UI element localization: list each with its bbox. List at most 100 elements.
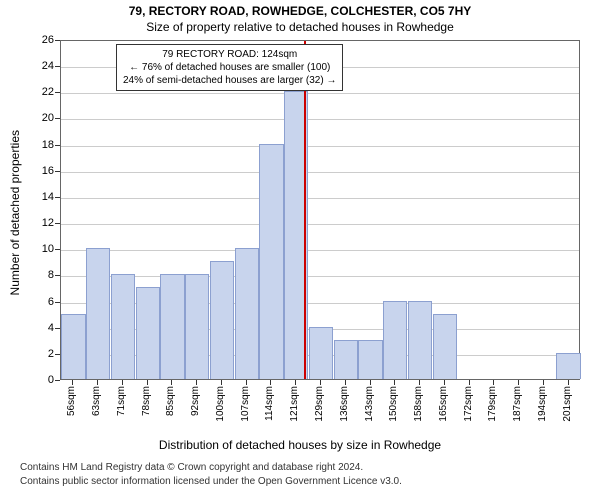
gridline (61, 198, 579, 199)
annotation-line-2: ← 76% of detached houses are smaller (10… (123, 61, 336, 74)
ytick-mark (55, 302, 60, 303)
xtick-label: 56sqm (66, 386, 77, 416)
histogram-bar (433, 314, 457, 379)
gridline (61, 146, 579, 147)
xtick-label: 143sqm (364, 386, 375, 422)
gridline (61, 224, 579, 225)
ytick-mark (55, 354, 60, 355)
histogram-bar (259, 144, 283, 379)
xtick-label: 121sqm (289, 386, 300, 422)
ytick-label: 16 (32, 165, 54, 177)
xtick-label: 158sqm (413, 386, 424, 422)
ytick-label: 2 (32, 348, 54, 360)
histogram-bar (86, 248, 110, 379)
ytick-mark (55, 223, 60, 224)
xtick-label: 201sqm (562, 386, 573, 422)
gridline (61, 276, 579, 277)
ytick-mark (55, 197, 60, 198)
footer-line-1: Contains HM Land Registry data © Crown c… (20, 462, 363, 473)
chart-title: 79, RECTORY ROAD, ROWHEDGE, COLCHESTER, … (0, 4, 600, 18)
ytick-mark (55, 249, 60, 250)
ytick-label: 8 (32, 269, 54, 281)
xtick-mark (493, 380, 494, 385)
xtick-mark (270, 380, 271, 385)
ytick-label: 0 (32, 374, 54, 386)
annotation-line-1: 79 RECTORY ROAD: 124sqm (123, 48, 336, 61)
xtick-mark (196, 380, 197, 385)
xtick-label: 172sqm (463, 386, 474, 422)
ytick-mark (55, 275, 60, 276)
ytick-label: 14 (32, 191, 54, 203)
ytick-label: 10 (32, 243, 54, 255)
xtick-mark (518, 380, 519, 385)
xtick-label: 187sqm (512, 386, 523, 422)
xtick-mark (444, 380, 445, 385)
xtick-label: 136sqm (339, 386, 350, 422)
histogram-bar (235, 248, 259, 379)
xtick-label: 114sqm (264, 386, 275, 421)
xtick-mark (171, 380, 172, 385)
histogram-bar (160, 274, 184, 379)
ytick-label: 4 (32, 322, 54, 334)
footer-line-2: Contains public sector information licen… (20, 476, 402, 487)
xtick-label: 165sqm (438, 386, 449, 422)
xtick-label: 100sqm (215, 386, 226, 422)
ytick-mark (55, 328, 60, 329)
chart-subtitle: Size of property relative to detached ho… (0, 20, 600, 34)
xtick-mark (97, 380, 98, 385)
histogram-bar (111, 274, 135, 379)
xtick-mark (72, 380, 73, 385)
histogram-bar (556, 353, 580, 379)
histogram-bar (334, 340, 358, 379)
ytick-mark (55, 171, 60, 172)
histogram-bar (136, 287, 160, 379)
ytick-label: 20 (32, 112, 54, 124)
ytick-label: 12 (32, 217, 54, 229)
histogram-bar (61, 314, 85, 379)
gridline (61, 119, 579, 120)
xtick-label: 194sqm (537, 386, 548, 422)
annotation-line-3: 24% of semi-detached houses are larger (… (123, 74, 336, 87)
ytick-mark (55, 380, 60, 381)
xtick-mark (122, 380, 123, 385)
histogram-bar (210, 261, 234, 379)
xtick-label: 129sqm (314, 386, 325, 422)
ytick-mark (55, 40, 60, 41)
xtick-mark (543, 380, 544, 385)
ytick-mark (55, 145, 60, 146)
ytick-label: 26 (32, 34, 54, 46)
histogram-bar (309, 327, 333, 379)
histogram-bar (383, 301, 407, 379)
xtick-mark (246, 380, 247, 385)
reference-line (304, 41, 306, 379)
ytick-mark (55, 92, 60, 93)
xtick-mark (568, 380, 569, 385)
ytick-mark (55, 118, 60, 119)
histogram-bar (185, 274, 209, 379)
xtick-label: 63sqm (91, 386, 102, 416)
xtick-mark (345, 380, 346, 385)
xtick-mark (370, 380, 371, 385)
gridline (61, 172, 579, 173)
xtick-label: 107sqm (240, 386, 251, 422)
xtick-mark (419, 380, 420, 385)
ytick-label: 6 (32, 296, 54, 308)
xtick-label: 179sqm (487, 386, 498, 422)
xtick-mark (221, 380, 222, 385)
xtick-mark (147, 380, 148, 385)
plot-area (60, 40, 580, 380)
ytick-label: 22 (32, 86, 54, 98)
xtick-label: 71sqm (116, 386, 127, 416)
xtick-mark (295, 380, 296, 385)
ytick-mark (55, 66, 60, 67)
xtick-label: 150sqm (388, 386, 399, 422)
xtick-label: 92sqm (190, 386, 201, 416)
xtick-label: 85sqm (165, 386, 176, 416)
xtick-mark (394, 380, 395, 385)
histogram-bar (358, 340, 382, 379)
ytick-label: 18 (32, 139, 54, 151)
xtick-mark (320, 380, 321, 385)
gridline (61, 250, 579, 251)
xtick-mark (469, 380, 470, 385)
y-axis-label: Number of detached properties (8, 130, 22, 295)
